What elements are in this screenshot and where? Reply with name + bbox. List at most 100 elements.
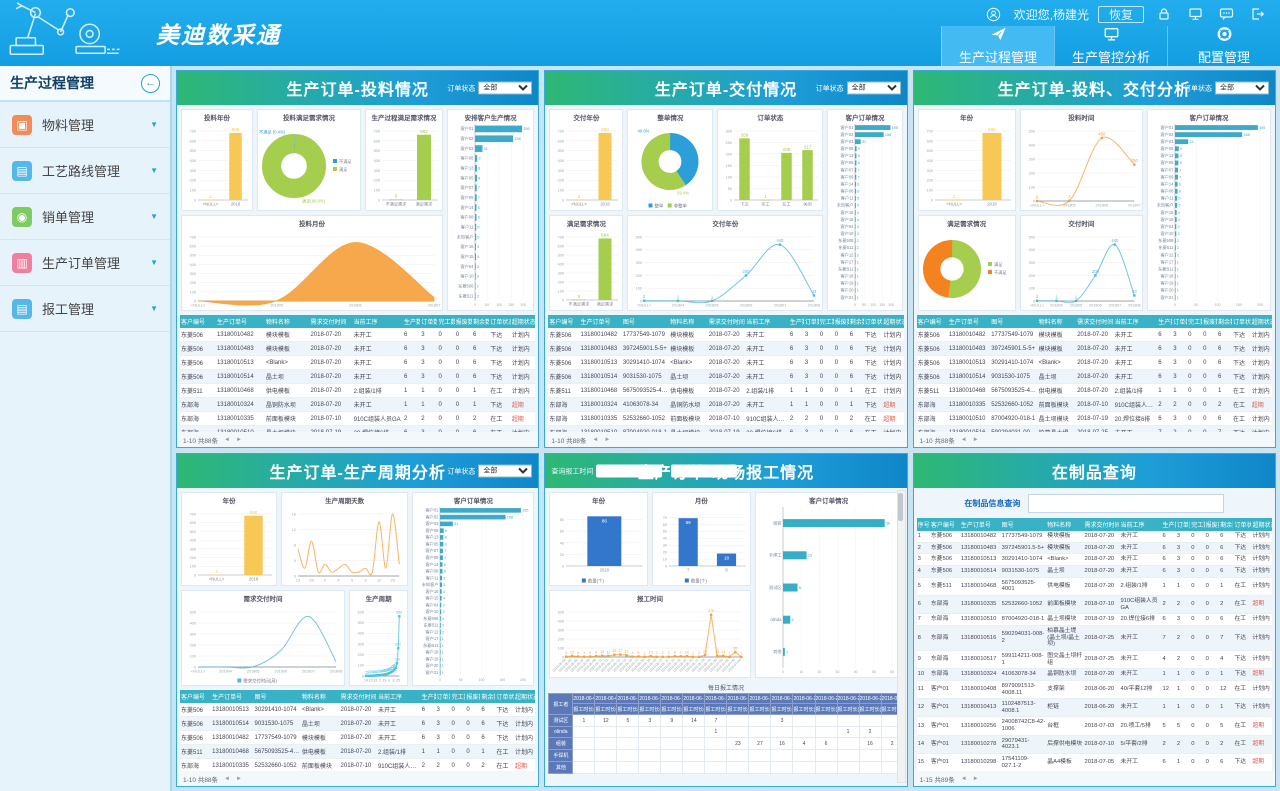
svg-text:客户20: 客户20 [426, 662, 440, 669]
cell: 2018-07-20 [707, 355, 746, 370]
cell: 2018-07-25 [1076, 425, 1114, 432]
matrix-cell [660, 749, 684, 762]
table-container[interactable]: 客户编号生产订单号物料名称需求交付时间当前工序生产数量订单数量完工数量报废数量剩… [177, 315, 538, 432]
order-status-select[interactable]: 全部 [478, 81, 533, 95]
cell: 2 [788, 411, 804, 426]
prev-page-icon[interactable]: ◄ [224, 436, 230, 443]
order-status-select[interactable]: 全部 [1215, 81, 1269, 95]
table-row: 东菱506 13180010482 模块模板 2018-07-20 未开工 6 3 0 0 6 下达… [180, 328, 536, 342]
nav-tab-3[interactable]: 配置管理 [1167, 26, 1280, 66]
svg-text:1: 1 [367, 670, 369, 674]
nav-tab-2[interactable]: 生产管控分析 [1054, 26, 1167, 66]
lock-icon[interactable] [1153, 5, 1175, 23]
table-container[interactable]: 序号客户编号生产订单号图号物料名称需求交付时间当前工序生产数量订单数量完工数量报… [914, 518, 1275, 771]
matrix-cell: 27 [748, 737, 772, 750]
svg-text:8: 8 [674, 651, 676, 655]
svg-text:100: 100 [558, 646, 564, 650]
svg-text:东菱506: 东菱506 [458, 283, 474, 289]
prev-page-icon[interactable]: ◄ [224, 775, 230, 782]
order-status-select[interactable]: 全部 [846, 81, 901, 95]
prev-page-icon[interactable]: ◄ [960, 436, 967, 443]
svg-text:7: 7 [478, 186, 480, 190]
table-container[interactable]: 客户编号生产订单号图号物料名称需求交付时间当前工序生产数量订单数量完工数量报废数… [545, 315, 906, 432]
collapse-sidebar-button[interactable]: ← [141, 73, 160, 93]
scrollbar-thumb[interactable] [897, 493, 903, 521]
next-page-icon[interactable]: ► [236, 775, 242, 782]
cell: 41063078-34 [621, 397, 670, 412]
chat-icon[interactable] [1215, 5, 1237, 23]
cell: 2 [420, 411, 438, 426]
cell: 14 [916, 735, 930, 755]
svg-text:50: 50 [728, 187, 732, 191]
workstation-icon[interactable] [1184, 5, 1206, 23]
matrix-row: 测试区 1 12 5 3 9 14 7 3 [548, 714, 904, 727]
cell: 5675093525-4001 [253, 744, 301, 759]
next-page-icon[interactable]: ► [972, 436, 979, 443]
svg-text:<NULL>: <NULL> [946, 202, 962, 207]
sidebar-item-3[interactable]: ◉ 销单管理 ▼ [0, 194, 170, 240]
cell: 2 [1161, 595, 1176, 615]
matrix-cell: 7 [704, 714, 728, 727]
cell: 4 [916, 565, 930, 578]
panel-scrollbar[interactable] [896, 490, 906, 783]
cell: 超期 [1250, 397, 1272, 412]
wip-search-input[interactable] [1028, 493, 1225, 513]
next-page-icon[interactable]: ► [236, 436, 242, 443]
svg-text:16: 16 [292, 512, 296, 516]
data-table: 客户编号生产订单号物料名称需求交付时间当前工序生产数量订单数量完工数量报废数量剩… [180, 315, 536, 432]
order-status-select[interactable]: 全部 [478, 464, 533, 478]
cell: 东部海 [548, 397, 580, 412]
svg-text:客户19: 客户19 [1160, 280, 1174, 287]
cell: 2 [916, 542, 930, 555]
range-end-input[interactable] [670, 464, 737, 478]
chart-4-3: 需求交付时间 0 100 200 300 400 500 <NULL> 201804 201805… [181, 590, 345, 686]
prev-page-icon[interactable]: ◄ [592, 436, 599, 443]
matrix-cell [814, 749, 838, 762]
nav-tab-1[interactable]: 生产过程管理 [941, 26, 1054, 66]
cell: 0 [465, 730, 481, 745]
sidebar-item-2[interactable]: ▤ 工艺路线管理 ▼ [0, 148, 170, 194]
svg-text:未知客户: 未知客户 [457, 233, 474, 240]
cell: 590294031-008-2 [990, 425, 1038, 432]
svg-text:300: 300 [190, 169, 196, 173]
table-container[interactable]: 客户编号生产订单号图号物料名称需求交付时间当前工序生产数量订单数量完工数量报废数… [177, 690, 538, 771]
cell: 计划内 [514, 703, 536, 717]
cell: 下达 [489, 328, 511, 342]
cell: 下达 [863, 341, 883, 356]
sidebar-item-4[interactable]: ▥ 生产订单管理 ▼ [0, 240, 170, 286]
svg-text:500: 500 [636, 235, 642, 239]
next-page-icon[interactable]: ► [972, 775, 979, 782]
sidebar-item-5[interactable]: ▤ 报工管理 ▼ [0, 286, 170, 332]
range-start-input[interactable] [596, 464, 663, 478]
chart-title: 客户订单情况 [809, 498, 849, 505]
cell: 东部海 [929, 650, 960, 670]
svg-text:不满足: 不满足 [994, 269, 1007, 276]
cell: 在工 [1233, 735, 1252, 755]
restore-button[interactable]: 恢复 [1097, 5, 1144, 23]
svg-text:1: 1 [1177, 260, 1179, 264]
prev-page-icon[interactable]: ◄ [960, 775, 967, 782]
matrix-cell [836, 761, 860, 774]
svg-text:400: 400 [374, 159, 380, 163]
svg-text:1: 1 [442, 657, 444, 661]
chart-title: 年份 [960, 115, 974, 122]
svg-text:600: 600 [374, 139, 380, 143]
cell: 6 [788, 425, 804, 432]
cell: 0 [1187, 397, 1203, 412]
table-container[interactable]: 客户编号生产订单号图号物料名称需求交付时间当前工序生产数量订单数量完工数量报废数… [914, 315, 1275, 432]
cell: 6 [402, 328, 421, 342]
cell: 6 [402, 369, 421, 384]
svg-text:客户01: 客户01 [1160, 124, 1174, 131]
chart-title: 需求交付时间 [243, 596, 283, 603]
matrix-cell [594, 761, 618, 774]
svg-text:客户15: 客户15 [841, 216, 855, 223]
column-header: 订单状态 [489, 315, 511, 328]
cell: 6 [471, 425, 490, 432]
logout-icon[interactable] [1246, 5, 1268, 23]
sidebar-item-1[interactable]: ▣ 物料管理 ▼ [0, 102, 170, 148]
chart-title: 安排客户生产情况 [464, 115, 517, 122]
matrix-container[interactable]: 报工者2018-06-042018-06-092018-06-112018-06… [545, 693, 906, 786]
next-page-icon[interactable]: ► [604, 436, 611, 443]
cell: 13180010482 [211, 730, 254, 745]
chart-plot: 0 100 200 300 400 500 600 700 <NULL> 201805 201806… [182, 228, 442, 310]
